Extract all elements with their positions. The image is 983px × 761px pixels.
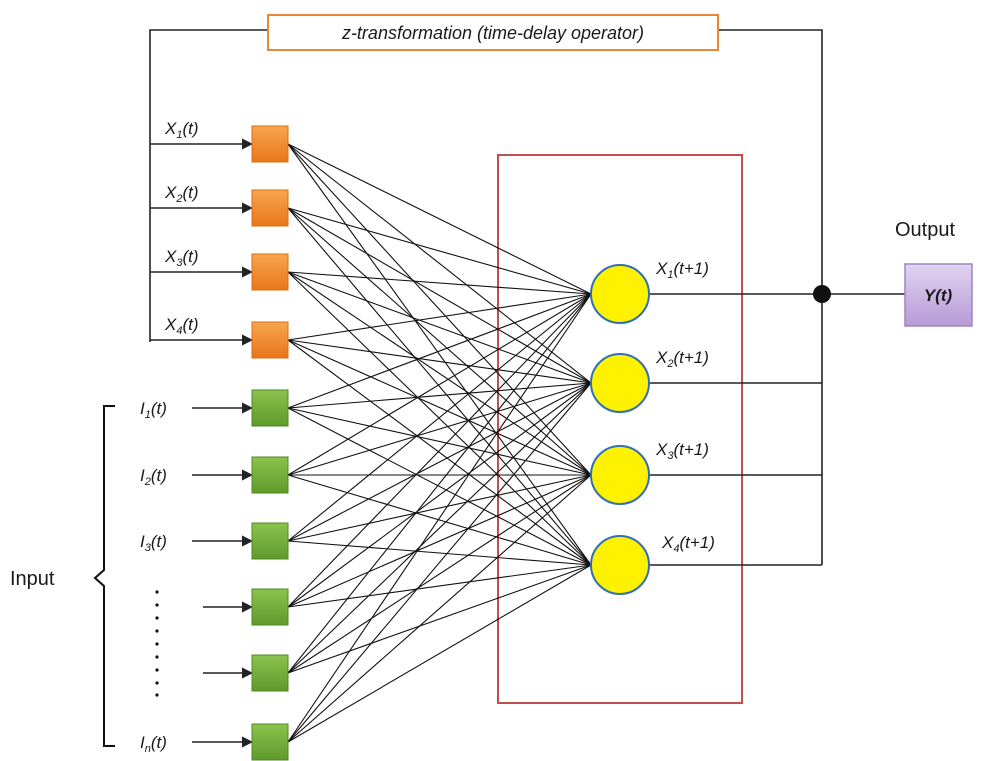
connection-line bbox=[287, 382, 592, 743]
output-neuron-label: X3(t+1) bbox=[655, 440, 709, 462]
connection-line bbox=[287, 143, 592, 566]
output-neuron bbox=[590, 353, 650, 413]
input-ellipsis-dots bbox=[155, 590, 159, 697]
connection-line bbox=[287, 293, 592, 608]
connection-line bbox=[287, 382, 592, 409]
connection-line bbox=[287, 339, 592, 566]
connection-line bbox=[287, 143, 592, 476]
external-input-label: I2(t) bbox=[140, 466, 167, 488]
connection-line bbox=[287, 474, 592, 743]
connection-line bbox=[287, 143, 592, 295]
connection-line bbox=[287, 293, 592, 542]
output-layer-box bbox=[497, 154, 743, 704]
connection-line bbox=[287, 207, 592, 566]
connection-line bbox=[287, 382, 592, 542]
connection-line bbox=[287, 540, 592, 566]
output-neuron-label: X1(t+1) bbox=[655, 259, 709, 281]
connection-line bbox=[287, 339, 592, 476]
connection-line bbox=[287, 293, 592, 743]
state-input-label: X4(t) bbox=[164, 315, 199, 337]
input-node bbox=[251, 389, 289, 427]
z-transformation-label: z-transformation (time-delay operator) bbox=[341, 23, 644, 43]
connection-line bbox=[287, 382, 592, 674]
connection-line bbox=[287, 271, 592, 295]
input-node bbox=[251, 654, 289, 692]
output-neurons: X1(t+1) X2(t+1) X3(t+1) X4(t+1) bbox=[590, 259, 715, 595]
z-transformation-box: z-transformation (time-delay operator) bbox=[267, 14, 719, 51]
connection-line bbox=[287, 474, 592, 608]
connection-line bbox=[287, 564, 592, 743]
external-input-nodes: I1(t) I2(t) I3(t) In(t) bbox=[140, 389, 289, 761]
output-neuron bbox=[590, 535, 650, 595]
output-box: Y(t) bbox=[904, 263, 973, 327]
output-neuron-label: X4(t+1) bbox=[661, 533, 715, 555]
connection-line bbox=[287, 207, 592, 295]
output-neuron bbox=[590, 264, 650, 324]
connection-line bbox=[287, 143, 592, 384]
connection-line bbox=[287, 293, 592, 409]
connection-line bbox=[287, 382, 592, 608]
junction-dot bbox=[813, 285, 831, 303]
state-node bbox=[251, 125, 289, 163]
connection-line bbox=[287, 293, 592, 476]
connection-line bbox=[287, 293, 592, 674]
connection-line bbox=[287, 474, 592, 566]
input-node bbox=[251, 522, 289, 560]
weight-connections bbox=[287, 143, 592, 743]
connection-line bbox=[287, 564, 592, 608]
input-node bbox=[251, 588, 289, 626]
input-node bbox=[251, 723, 289, 761]
state-input-label: X2(t) bbox=[164, 183, 199, 205]
output-wires bbox=[648, 285, 905, 566]
state-input-label: X3(t) bbox=[164, 247, 199, 269]
connection-line bbox=[287, 271, 592, 566]
external-input-arrows bbox=[192, 402, 254, 748]
connection-line bbox=[287, 474, 592, 542]
input-bracket bbox=[93, 405, 115, 747]
connection-line bbox=[287, 474, 592, 674]
input-node bbox=[251, 456, 289, 494]
output-neuron-label: X2(t+1) bbox=[655, 348, 709, 370]
state-input-nodes: X1(t) X2(t) X3(t) X4(t) bbox=[164, 119, 289, 359]
output-label: Output bbox=[895, 219, 955, 241]
state-node bbox=[251, 253, 289, 291]
output-neuron bbox=[590, 445, 650, 505]
feedback-loop bbox=[149, 29, 823, 565]
connection-line bbox=[287, 382, 592, 476]
external-input-label: In(t) bbox=[140, 733, 167, 755]
connection-line bbox=[287, 293, 592, 341]
connection-line bbox=[287, 207, 592, 476]
connection-line bbox=[287, 207, 592, 384]
external-input-label: I3(t) bbox=[140, 532, 167, 554]
connection-line bbox=[287, 271, 592, 476]
connection-line bbox=[287, 271, 592, 384]
state-node bbox=[251, 189, 289, 227]
state-input-label: X1(t) bbox=[164, 119, 199, 141]
state-node bbox=[251, 321, 289, 359]
connection-line bbox=[287, 407, 592, 476]
connection-line bbox=[287, 339, 592, 384]
input-group-label: Input bbox=[10, 568, 55, 590]
external-input-label: I1(t) bbox=[140, 399, 167, 421]
connection-line bbox=[287, 407, 592, 566]
output-box-label: Y(t) bbox=[924, 286, 953, 305]
connection-line bbox=[287, 564, 592, 674]
